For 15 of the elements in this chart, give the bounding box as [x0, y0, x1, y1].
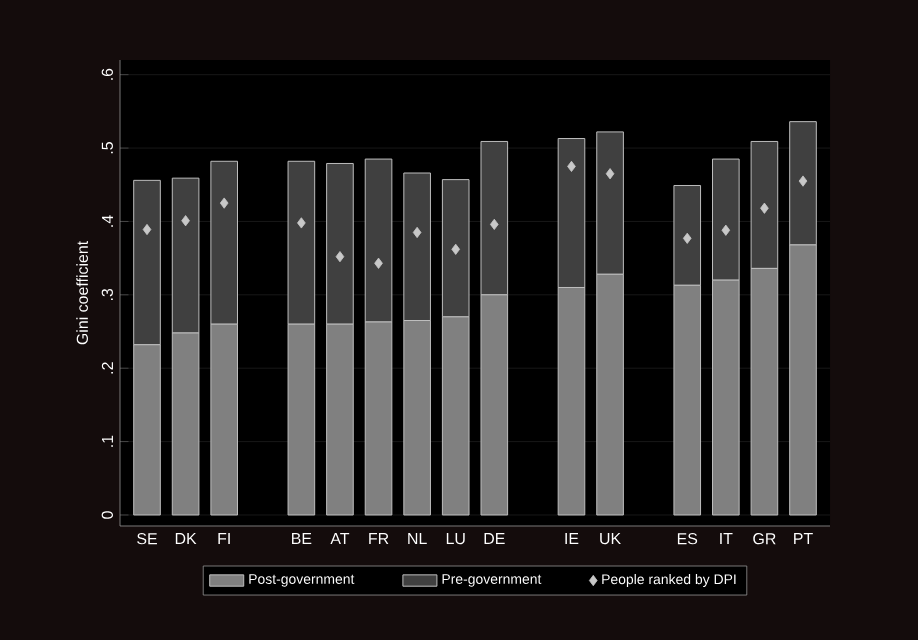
point: [798, 175, 808, 187]
point: [412, 226, 422, 239]
point: [335, 251, 345, 263]
point: [721, 224, 731, 236]
point: [181, 215, 190, 227]
point: [760, 202, 769, 214]
point: [374, 257, 383, 269]
point: [682, 232, 692, 244]
point: [451, 243, 460, 255]
point: [142, 223, 152, 236]
point: [219, 197, 229, 209]
point: [605, 168, 615, 180]
point: [297, 217, 306, 229]
point: [490, 218, 499, 230]
point: [567, 160, 576, 172]
